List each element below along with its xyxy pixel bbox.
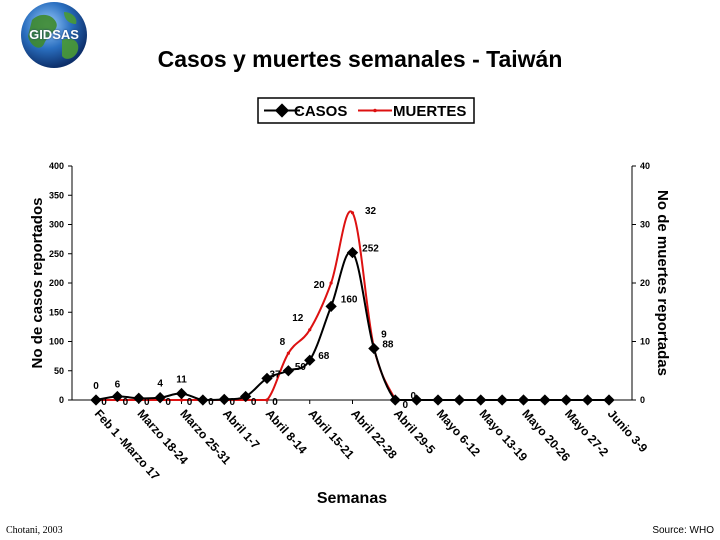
logo-text: GIDSAS: [29, 27, 79, 42]
data-label-muertes: 9: [381, 329, 387, 340]
point-casos: [581, 394, 594, 406]
data-label-casos: 50: [295, 362, 307, 373]
y-tick-label-left: 200: [49, 278, 64, 288]
data-label-casos: 4: [157, 379, 163, 390]
data-label-muertes: 0: [101, 397, 107, 408]
data-label-casos: 0: [93, 381, 99, 392]
y-tick-label-right: 10: [640, 337, 650, 347]
data-label-muertes: 0: [123, 397, 129, 408]
point-casos: [410, 394, 423, 406]
data-label-casos: 6: [115, 379, 121, 390]
point-casos: [432, 394, 444, 406]
data-label-muertes: 32: [365, 206, 377, 217]
data-label-muertes: 0: [272, 397, 278, 408]
data-label-muertes: 0: [251, 397, 257, 408]
y-tick-label-left: 250: [49, 249, 64, 259]
point-casos: [453, 394, 466, 406]
source-text: Source: WHO: [652, 525, 714, 536]
y-tick-label-left: 400: [49, 161, 64, 171]
data-label-muertes: 20: [314, 280, 326, 291]
point-muertes: [329, 281, 333, 285]
y-tick-label-right: 40: [640, 161, 650, 171]
point-casos: [218, 393, 230, 406]
data-label-muertes: 0: [208, 397, 214, 408]
point-casos: [368, 342, 380, 355]
y-tick-label-left: 350: [49, 190, 64, 200]
data-label-casos: 252: [362, 244, 379, 255]
data-label-casos: 0: [410, 391, 416, 402]
data-label-muertes: 12: [292, 313, 304, 324]
point-casos: [133, 392, 145, 404]
point-casos: [496, 394, 508, 406]
x-axis-label: Semanas: [317, 490, 387, 507]
legend-marker-casos: [274, 103, 290, 118]
y-tick-label-left: 300: [49, 220, 64, 230]
point-casos: [475, 394, 487, 406]
y-axis-label-right: No de muertes reportadas: [654, 190, 671, 376]
x-tick-label: Abril 8-14: [263, 407, 310, 457]
data-label-casos: 37: [269, 369, 281, 380]
page-title: Casos y muertes semanales - Taiwán: [157, 46, 563, 72]
point-casos: [346, 246, 359, 259]
y-tick-label-right: 30: [640, 220, 650, 230]
point-muertes: [265, 398, 269, 402]
data-label-muertes: 0: [402, 400, 408, 411]
x-tick-label: Junio 3-9: [605, 407, 651, 456]
data-label-muertes: 0: [144, 397, 150, 408]
data-label-casos: 11: [176, 375, 187, 386]
y-tick-label-right: 20: [640, 278, 650, 288]
point-casos: [197, 394, 209, 406]
data-label-muertes: 0: [187, 397, 193, 408]
y-tick-label-left: 50: [54, 366, 64, 376]
point-casos: [175, 387, 188, 400]
point-casos: [239, 390, 252, 403]
data-label-casos: 68: [318, 351, 330, 362]
point-casos: [389, 394, 401, 406]
point-muertes: [286, 351, 290, 355]
data-label-casos: 160: [341, 294, 358, 305]
legend: CASOS MUERTES: [257, 97, 475, 124]
y-tick-label-left: 150: [49, 307, 64, 317]
data-label-muertes: 0: [229, 397, 235, 408]
data-label-muertes: 0: [165, 397, 171, 408]
data-label-casos: 88: [382, 340, 394, 351]
point-casos: [539, 394, 551, 406]
legend-casos: CASOS: [294, 103, 347, 120]
series-line-casos: [95, 250, 609, 402]
legend-muertes: MUERTES: [393, 103, 466, 120]
point-casos: [560, 394, 572, 406]
point-casos: [261, 372, 273, 385]
y-tick-label-left: 100: [49, 337, 64, 347]
x-tick-label: Mayo 6-12: [434, 407, 483, 460]
series-line-muertes: [96, 210, 397, 401]
x-tick-label: Abril 1-7: [220, 407, 263, 452]
gidsas-logo: GIDSAS: [18, 0, 90, 70]
point-casos: [603, 394, 615, 406]
point-casos: [325, 300, 337, 313]
credit-text: Chotani, 2003: [6, 525, 63, 536]
y-axis-label-left: No de casos reportados: [29, 198, 46, 369]
point-casos: [282, 365, 295, 377]
y-tick-label-left: 0: [59, 395, 64, 405]
y-tick-label-right: 0: [640, 395, 645, 405]
point-casos: [304, 354, 316, 366]
point-muertes: [308, 328, 312, 332]
point-casos: [90, 394, 102, 406]
globe-icon: [18, 0, 90, 70]
point-casos: [517, 394, 530, 406]
point-muertes: [179, 398, 184, 402]
point-muertes: [350, 211, 355, 215]
data-label-muertes: 8: [280, 337, 286, 348]
point-casos: [154, 392, 166, 404]
